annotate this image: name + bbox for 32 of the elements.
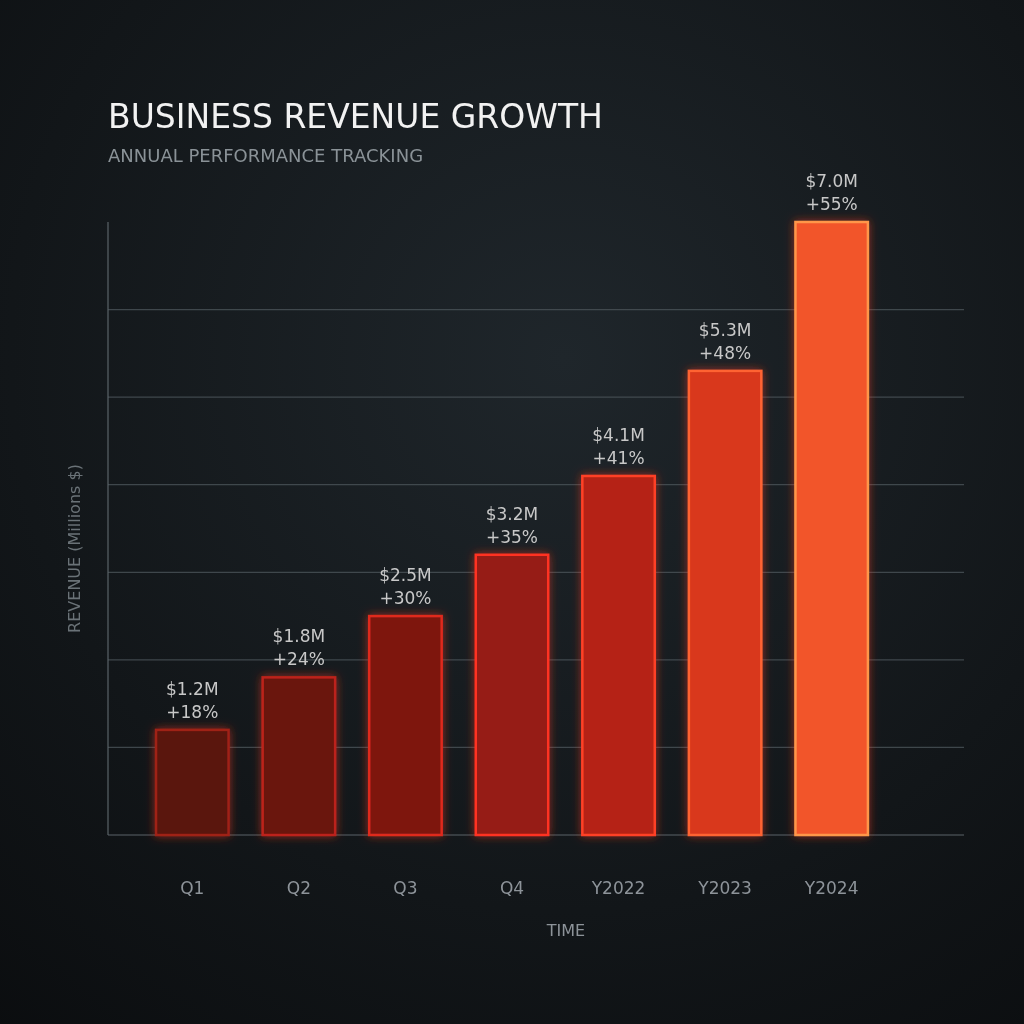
data-label: $2.5M <box>379 565 432 586</box>
x-tick-label: Q4 <box>499 878 525 898</box>
annotation: +24% <box>272 649 325 670</box>
x-tick-label: Q1 <box>180 878 205 898</box>
data-label: $4.1M <box>592 424 645 445</box>
bar <box>581 474 657 837</box>
x-tick-label: Y2024 <box>803 878 859 898</box>
x-tick-label: Y2022 <box>590 878 646 898</box>
annotation: +35% <box>485 526 539 547</box>
y-axis-title: REVENUE (Millions $) <box>65 464 84 633</box>
chart-subtitle: ANNUAL PERFORMANCE TRACKING <box>108 145 424 166</box>
chart-title: BUSINESS REVENUE GROWTH <box>108 97 603 136</box>
annotation: +30% <box>379 588 432 609</box>
x-tick-label: Q3 <box>393 878 418 898</box>
annotation: +48% <box>699 342 752 363</box>
annotation: +41% <box>592 447 645 468</box>
annotation: +55% <box>805 194 858 214</box>
x-tick-label: Q2 <box>286 878 311 898</box>
data-label: $3.2M <box>485 503 539 524</box>
x-tick-label: Y2023 <box>697 878 752 898</box>
data-label: $1.8M <box>272 626 326 647</box>
annotation: +18% <box>166 701 219 722</box>
data-label: $1.2M <box>166 678 219 699</box>
data-label: $7.0M <box>805 171 858 191</box>
data-label: $5.3M <box>698 319 752 340</box>
bar <box>261 676 337 837</box>
x-axis-title: TIME <box>545 921 586 940</box>
bar <box>794 220 870 837</box>
bar <box>474 553 550 837</box>
bar <box>367 614 443 837</box>
bar <box>687 369 763 837</box>
bar <box>154 728 230 837</box>
